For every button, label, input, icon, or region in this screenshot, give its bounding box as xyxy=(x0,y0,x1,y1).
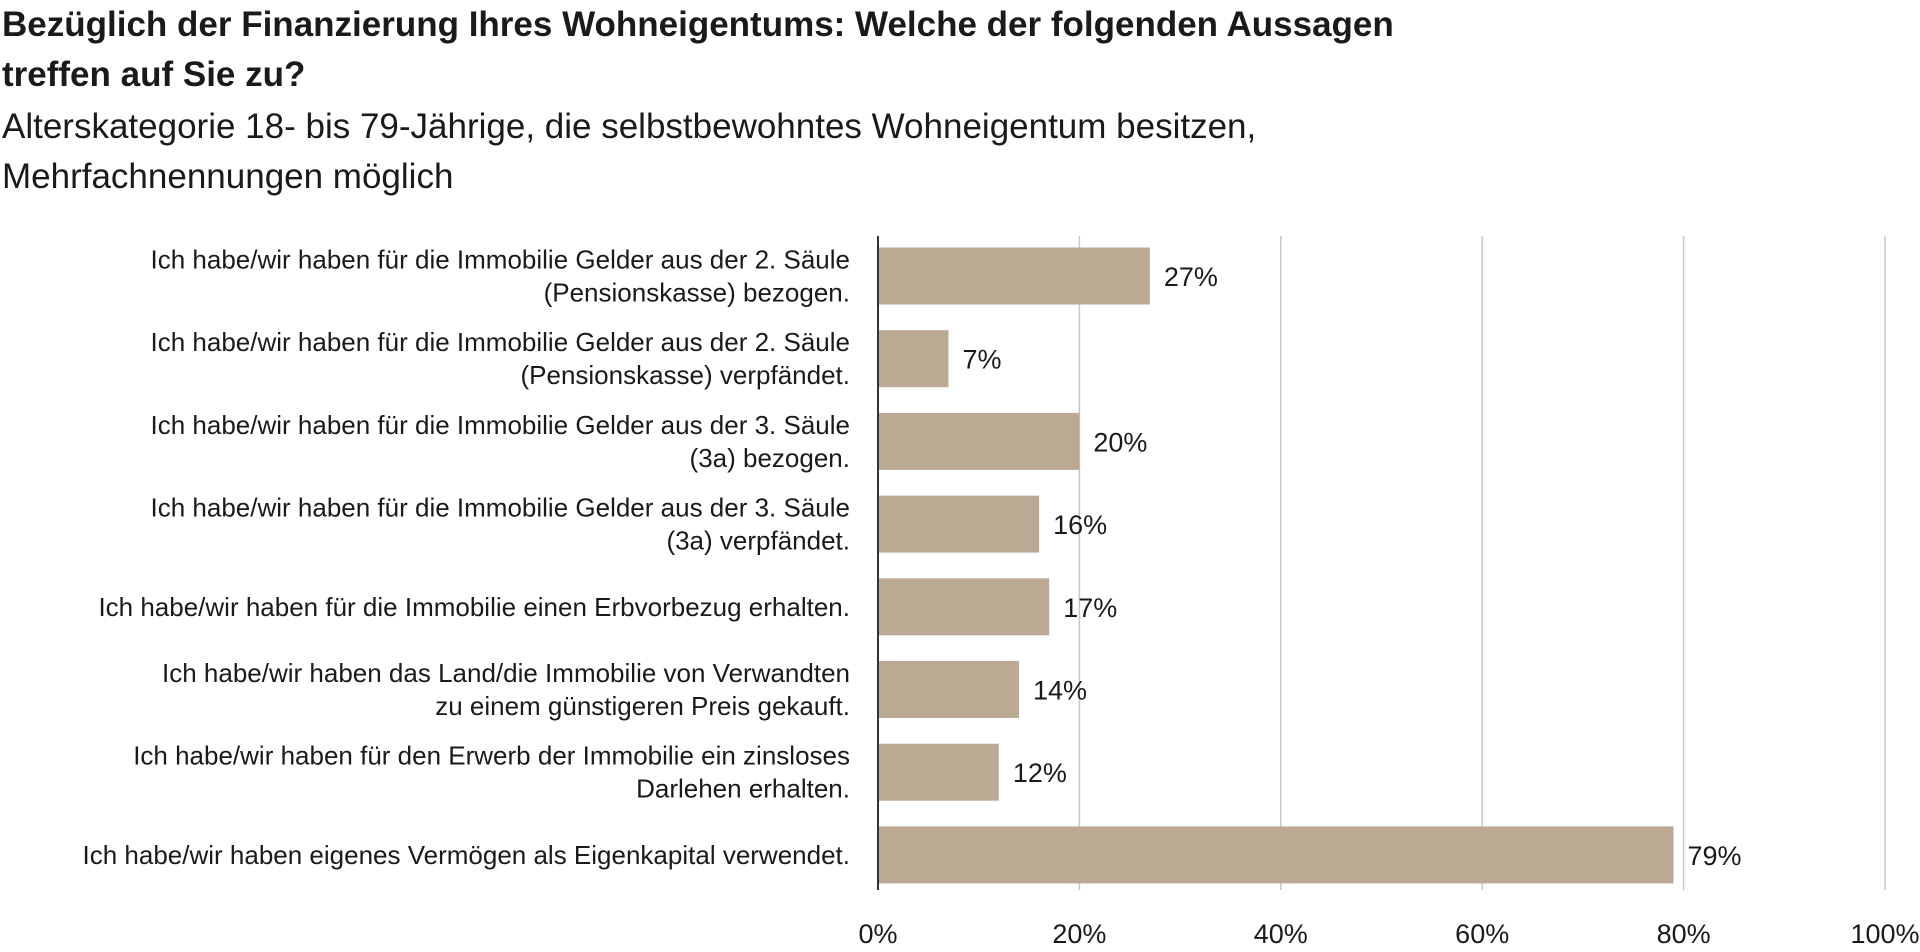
value-label: 27% xyxy=(1164,262,1218,292)
chart-title: Bezüglich der Finanzierung Ihres Wohneig… xyxy=(2,5,1394,94)
category-label-line: (3a) verpfändet. xyxy=(666,526,850,556)
category-labels: Ich habe/wir haben für die Immobilie Gel… xyxy=(83,245,851,870)
category-label-line: (Pensionskasse) bezogen. xyxy=(544,278,850,308)
value-label: 17% xyxy=(1063,593,1117,623)
category-label: Ich habe/wir haben für die Immobilie Gel… xyxy=(151,245,851,308)
bar xyxy=(878,495,1040,553)
gridlines xyxy=(1078,236,1886,890)
bar xyxy=(878,661,1019,718)
category-label-line: Ich habe/wir haben für die Immobilie ein… xyxy=(98,592,850,622)
category-label-line: Ich habe/wir haben eigenes Vermögen als … xyxy=(83,840,851,870)
category-label: Ich habe/wir haben das Land/die Immobili… xyxy=(162,658,850,721)
bar xyxy=(878,247,1150,305)
value-label: 14% xyxy=(1033,676,1087,706)
category-label: Ich habe/wir haben für die Immobilie Gel… xyxy=(151,327,851,390)
value-label: 79% xyxy=(1688,841,1742,871)
category-label-line: Ich habe/wir haben das Land/die Immobili… xyxy=(162,658,850,688)
category-label-line: zu einem günstigeren Preis gekauft. xyxy=(435,691,850,721)
bar xyxy=(878,826,1674,884)
category-label: Ich habe/wir haben für die Immobilie ein… xyxy=(98,592,850,622)
category-label-line: Ich habe/wir haben für die Immobilie Gel… xyxy=(151,493,851,523)
category-label: Ich habe/wir haben eigenes Vermögen als … xyxy=(83,840,851,870)
category-label: Ich habe/wir haben für die Immobilie Gel… xyxy=(151,410,851,473)
value-label: 12% xyxy=(1013,758,1067,788)
category-label-line: (3a) bezogen. xyxy=(690,443,850,473)
bar xyxy=(878,578,1050,636)
category-label-line: Ich habe/wir haben für die Immobilie Gel… xyxy=(151,410,851,440)
value-label: 7% xyxy=(962,345,1001,375)
value-label: 20% xyxy=(1093,427,1147,457)
x-tick-labels: 0% 20% 40% 60% 80% 100% xyxy=(858,919,1919,949)
x-tick-label: 60% xyxy=(1455,919,1509,949)
category-label: Ich habe/wir haben für den Erwerb der Im… xyxy=(133,741,850,804)
value-label: 16% xyxy=(1053,510,1107,540)
category-label-line: Ich habe/wir haben für die Immobilie Gel… xyxy=(151,327,851,357)
value-labels: 27% 7% 20% 16% 17% 14% 12% 79% xyxy=(962,262,1741,871)
category-label-line: Ich habe/wir haben für den Erwerb der Im… xyxy=(133,741,850,771)
bar xyxy=(878,330,949,388)
bars xyxy=(878,247,1674,884)
category-label-line: (Pensionskasse) verpfändet. xyxy=(520,360,850,390)
x-tick-label: 20% xyxy=(1052,919,1106,949)
chart-subtitle: Alterskategorie 18- bis 79-Jährige, die … xyxy=(2,107,1257,196)
bar xyxy=(878,412,1080,470)
x-tick-label: 100% xyxy=(1850,919,1919,949)
category-label-line: Darlehen erhalten. xyxy=(636,774,850,804)
category-label-line: Ich habe/wir haben für die Immobilie Gel… xyxy=(151,245,851,275)
x-tick-label: 0% xyxy=(858,919,897,949)
x-tick-label: 40% xyxy=(1254,919,1308,949)
x-tick-label: 80% xyxy=(1657,919,1711,949)
bar xyxy=(878,743,999,801)
category-label: Ich habe/wir haben für die Immobilie Gel… xyxy=(151,493,851,556)
